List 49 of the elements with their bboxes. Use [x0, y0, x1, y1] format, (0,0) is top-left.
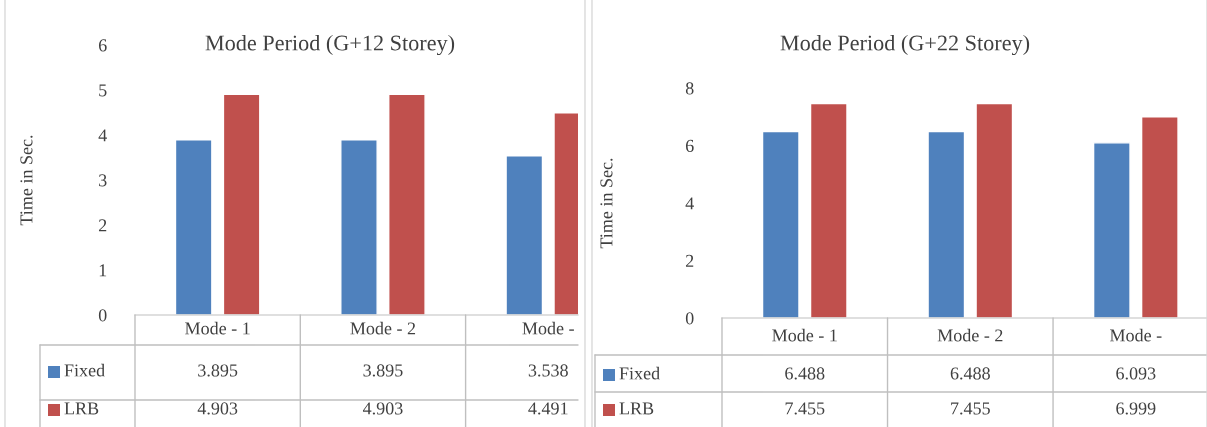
data-label: 6.488 [950, 367, 990, 380]
x-tick-label: Mode - 2 [350, 321, 416, 335]
legend-label: LRB [64, 402, 99, 415]
data-label: 6.999 [1116, 402, 1156, 415]
bar [222, 93, 261, 315]
bar [927, 130, 966, 318]
y-tick-label: 8 [685, 82, 694, 95]
data-label: 7.455 [951, 402, 990, 415]
x-tick-label: Mode - 2 [937, 328, 1003, 342]
data-label: 4.491 [528, 402, 568, 415]
y-tick-label: 3 [99, 174, 107, 187]
x-tick-label: Mode - 1 [185, 321, 250, 335]
y-tick-label: 1 [99, 264, 107, 277]
y-tick-label: 5 [99, 84, 107, 97]
y-tick-label: 0 [685, 312, 694, 325]
bar [174, 139, 213, 315]
data-label: 6.488 [785, 367, 825, 380]
x-tick-label: Mode - [522, 321, 574, 335]
chart-title: Mode Period (G+22 Storey) [780, 34, 1030, 56]
y-tick-label: 0 [98, 309, 107, 322]
legend-label: Fixed [64, 363, 105, 377]
y-tick-label: 6 [685, 139, 694, 152]
data-label: 4.903 [362, 402, 403, 415]
bar [761, 130, 800, 318]
y-tick-label: 4 [98, 129, 107, 142]
data-label: 6.093 [1116, 367, 1156, 380]
data-label: 4.903 [197, 402, 238, 415]
y-axis-title: Time in Sec. [600, 158, 613, 249]
bar [388, 93, 426, 315]
legend-label: Fixed [619, 366, 660, 380]
legend-label: LRB [619, 402, 654, 415]
x-tick-label: Mode - 1 [772, 328, 837, 342]
data-label: 3.895 [198, 364, 238, 377]
bar [505, 155, 544, 315]
bar [1140, 116, 1179, 318]
data-label: 3.538 [528, 364, 568, 377]
data-label: 3.895 [363, 364, 403, 377]
x-tick-label: Mode - [1110, 328, 1162, 342]
y-tick-label: 6 [98, 39, 107, 52]
y-axis-title: Time in Sec. [20, 135, 33, 226]
bar [809, 102, 848, 318]
bar [1092, 142, 1131, 318]
bar [340, 139, 378, 315]
data-label: 7.455 [785, 402, 825, 415]
y-tick-label: 2 [685, 254, 694, 267]
y-tick-label: 4 [685, 197, 694, 210]
bar [975, 102, 1014, 318]
chart-title: Mode Period (G+12 Storey) [205, 34, 455, 56]
y-tick-label: 2 [98, 219, 107, 232]
